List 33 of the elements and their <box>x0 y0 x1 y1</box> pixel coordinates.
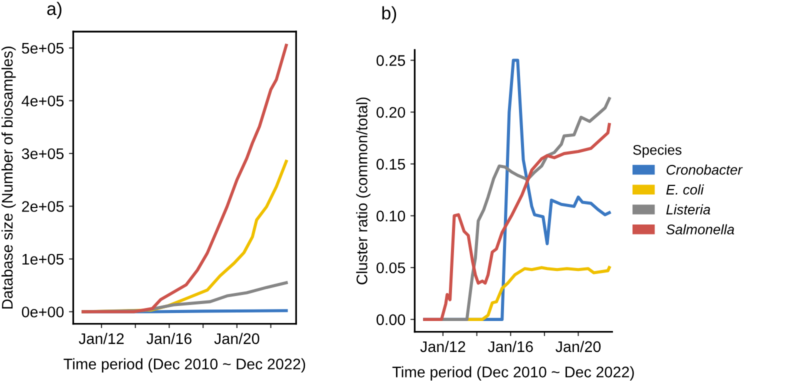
y-tick-label: 2e+05 <box>22 201 64 212</box>
x-axis-title: Time period (Dec 2010 ~ Dec 2022) <box>392 366 634 380</box>
legend-label: Cronobacter <box>666 164 743 175</box>
legend-label: Salmonella <box>666 224 734 234</box>
y-tick-label: 4e+05 <box>22 96 64 106</box>
x-axis-title: Time period (Dec 2010 ~ Dec 2022) <box>64 358 306 372</box>
chart-title: b) <box>382 6 396 24</box>
x-tick-label: Jan/16 <box>488 340 533 352</box>
y-tick-label: 3e+05 <box>22 148 64 160</box>
legend-label: E. coli <box>666 184 704 195</box>
y-tick-label: 0.20 <box>376 106 406 118</box>
x-tick-label: Jan/12 <box>420 340 466 352</box>
y-tick-label: 1e+05 <box>22 254 64 265</box>
y-tick-label: 0.25 <box>376 55 406 66</box>
y-axis-title: Cluster ratio (common/total) <box>356 98 370 284</box>
line-series <box>82 44 288 314</box>
x-tick-label: Jan/20 <box>214 332 260 344</box>
y-tick-label: 0.10 <box>376 210 406 222</box>
y-axis-title: Database size (Number of biosamples) <box>2 46 16 309</box>
legend-title: Species <box>633 144 682 158</box>
line-series <box>466 266 611 321</box>
x-tick-label: Jan/16 <box>146 332 192 344</box>
line-series <box>423 123 611 321</box>
y-tick-label: 0.00 <box>376 314 406 326</box>
chart-title: a) <box>47 2 62 19</box>
x-tick-label: Jan/20 <box>556 340 601 352</box>
y-tick-label: 0.05 <box>376 262 406 274</box>
y-tick-label: 0e+00 <box>22 306 64 318</box>
y-tick-label: 5e+05 <box>22 42 64 54</box>
line-series <box>441 97 611 321</box>
legend-label: Listeria <box>666 204 710 214</box>
y-tick-label: 0.15 <box>376 158 406 170</box>
x-tick-label: Jan/12 <box>78 332 124 344</box>
